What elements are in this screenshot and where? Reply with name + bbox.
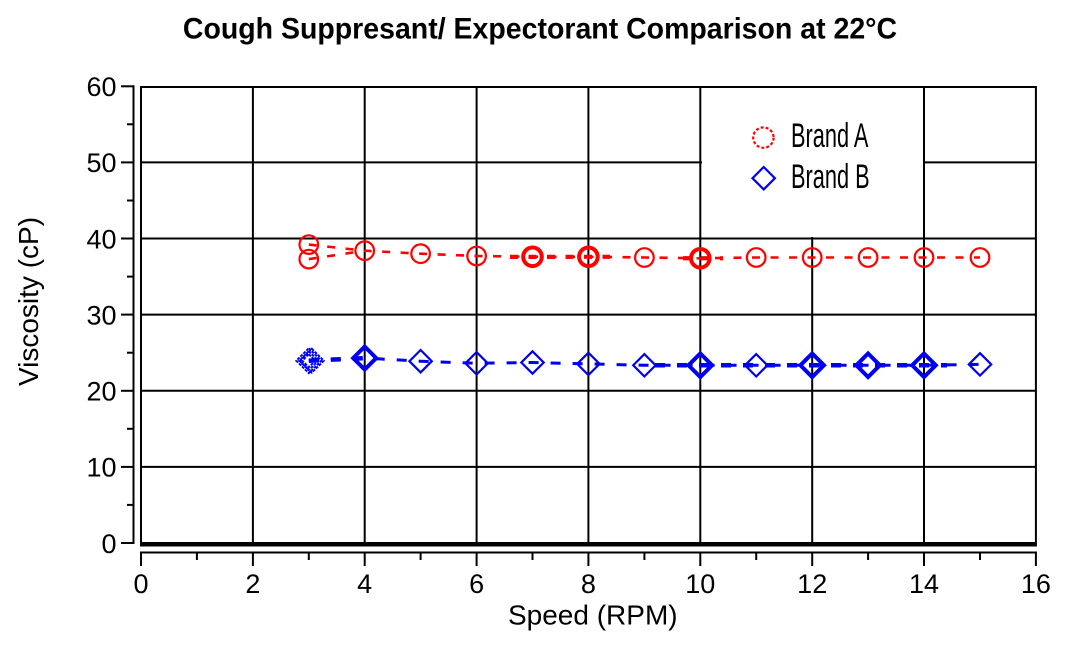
svg-text:40: 40	[86, 224, 116, 254]
svg-text:60: 60	[86, 72, 116, 102]
svg-text:0: 0	[101, 529, 116, 559]
svg-text:50: 50	[86, 148, 116, 178]
svg-text:14: 14	[909, 569, 939, 599]
svg-text:0: 0	[133, 569, 148, 599]
svg-text:20: 20	[86, 377, 116, 407]
svg-text:30: 30	[86, 300, 116, 330]
svg-text:10: 10	[86, 453, 116, 483]
svg-text:12: 12	[797, 569, 827, 599]
svg-text:Brand A: Brand A	[791, 117, 868, 155]
svg-text:10: 10	[685, 569, 715, 599]
svg-text:Viscosity (cP): Viscosity (cP)	[13, 217, 44, 386]
svg-text:16: 16	[1021, 569, 1051, 599]
svg-text:4: 4	[357, 569, 372, 599]
svg-text:8: 8	[581, 569, 596, 599]
svg-text:Brand B: Brand B	[791, 158, 870, 196]
svg-text:Speed (RPM): Speed (RPM)	[508, 600, 678, 631]
svg-text:Cough Suppresant/ Expectorant: Cough Suppresant/ Expectorant Comparison…	[183, 13, 897, 46]
svg-text:6: 6	[469, 569, 484, 599]
svg-text:2: 2	[245, 569, 260, 599]
